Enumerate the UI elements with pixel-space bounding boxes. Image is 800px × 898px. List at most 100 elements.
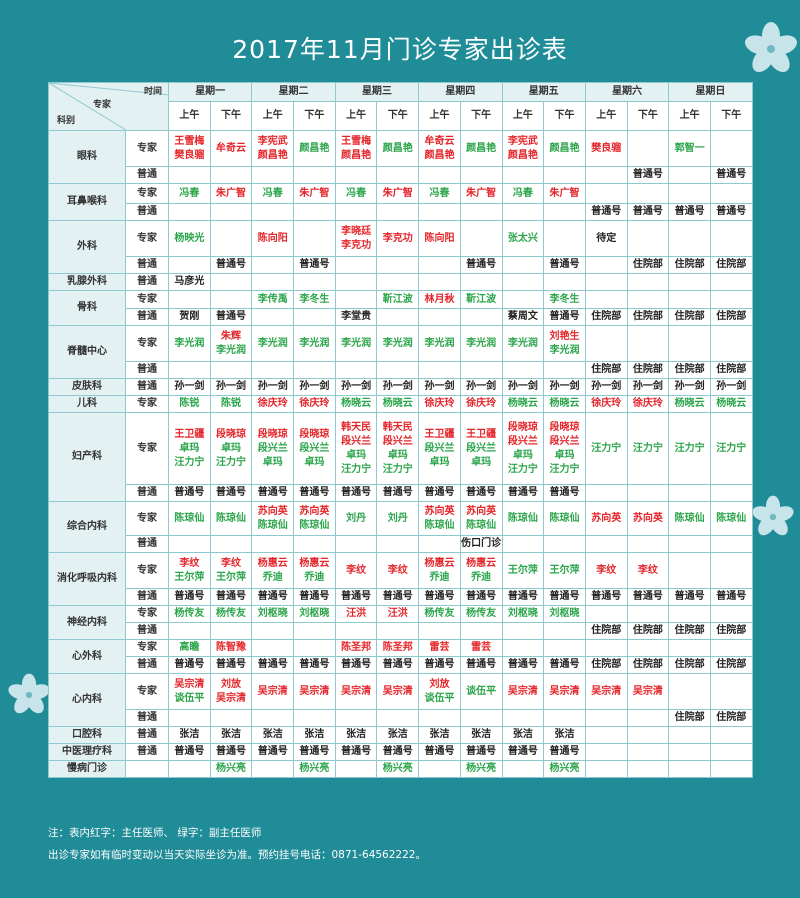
doctor-name: 孙一剑 — [174, 381, 205, 392]
schedule-cell: 普通号 — [293, 256, 336, 274]
doctor-name: 普通号 — [424, 746, 455, 757]
doctor-name: 汪力宁 — [507, 463, 538, 475]
schedule-cell: 普通号 — [709, 203, 753, 221]
schedule-cell: 杨晓云 — [543, 395, 586, 413]
doctor-name: 普通号 — [216, 259, 247, 270]
doctor-name: 汪力宁 — [674, 442, 705, 454]
doctor-name: 颜昌艳 — [299, 142, 330, 154]
schedule-cell — [293, 639, 336, 657]
doctor-name: 普通号 — [591, 206, 622, 217]
schedule-cell — [168, 760, 211, 778]
schedule-cell — [626, 183, 670, 204]
schedule-cell: 李晓廷 李克功 — [334, 220, 378, 257]
schedule-cell — [334, 709, 378, 727]
doctor-name: 普通号 — [341, 659, 372, 670]
doctor-name: 吴宗清 — [341, 685, 372, 697]
doctor-name: 颜昌艳 — [257, 149, 288, 161]
doctor-name: 张洁 — [387, 729, 408, 740]
doctor-name: 段兴兰 — [257, 442, 288, 454]
schedule-cell: 李冬生 — [293, 290, 336, 309]
doctor-name: 汪力宁 — [632, 442, 663, 454]
schedule-cell — [209, 361, 253, 379]
department-cell: 中医理疗科 — [48, 743, 126, 761]
doctor-name: 卓玛 — [179, 442, 200, 454]
schedule-cell: 孙一剑 — [626, 378, 670, 396]
doctor-name: 徐庆玲 — [591, 398, 622, 409]
doctor-name: 吴宗清 — [216, 692, 247, 704]
doctor-name: 朱广智 — [549, 187, 580, 199]
schedule-cell: 汪洪 — [376, 605, 420, 623]
schedule-body: 眼科 专家 王雪梅 樊良骝 牟奇云 李宪武 颜昌艳 颜昌艳 王雪梅 颜昌艳 颜昌艳 牟奇云 颜昌艳 颜昌艳… — [48, 130, 753, 778]
doctor-name: 杨晓云 — [507, 398, 538, 409]
table-row: 普通 贺刚 普通号 李堂贵 蔡周文 普通号 住院部 住院部 住院部 住院部 — [49, 308, 753, 326]
schedule-cell — [418, 273, 461, 291]
schedule-cell: 普通号 — [334, 743, 378, 761]
schedule-cell: 孙一剑 — [251, 378, 295, 396]
doctor-name: 孙一剑 — [424, 381, 455, 392]
corner-cell: 时间 专家 科别 — [48, 82, 169, 131]
schedule-cell — [501, 273, 545, 291]
schedule-cell — [626, 535, 670, 553]
doctor-name: 住院部 — [716, 659, 747, 670]
doctor-name: 陈琼仙 — [549, 512, 580, 524]
doctor-name: 苏向英 — [591, 512, 622, 524]
schedule-cell — [501, 256, 545, 274]
schedule-cell — [293, 308, 336, 326]
schedule-cell: 朱广智 — [376, 183, 420, 204]
schedule-cell: 冯春 — [418, 183, 461, 204]
schedule-cell — [501, 203, 545, 221]
doctor-name: 住院部 — [674, 364, 705, 375]
doctor-name: 普通号 — [299, 259, 330, 270]
doctor-name: 汪力宁 — [174, 456, 205, 468]
doctor-name: 汪力宁 — [549, 463, 580, 475]
schedule-cell: 李光润 — [376, 325, 420, 362]
doctor-name: 牟奇云 — [424, 135, 455, 147]
doctor-name: 普通号 — [466, 659, 497, 670]
clinic-type-cell: 普通 — [125, 273, 169, 291]
schedule-cell: 杨兴亮 — [543, 760, 586, 778]
doctor-name: 杨晓云 — [341, 398, 372, 409]
schedule-cell: 王尔萍 — [543, 552, 586, 589]
doctor-name: 普通号 — [507, 591, 538, 602]
doctor-name: 朱广智 — [216, 187, 247, 199]
schedule-cell — [459, 709, 503, 727]
schedule-cell — [334, 166, 378, 184]
schedule-cell — [501, 760, 545, 778]
schedule-cell — [668, 726, 711, 744]
schedule-cell — [543, 535, 586, 553]
doctor-name: 李光润 — [507, 337, 538, 349]
schedule-cell: 靳江波 — [376, 290, 420, 309]
doctor-name: 普通号 — [424, 659, 455, 670]
doctor-name: 段晓琼 — [299, 428, 330, 440]
schedule-cell: 刘枢晓 — [543, 605, 586, 623]
doctor-name: 普通号 — [341, 487, 372, 498]
schedule-cell: 普通号 — [584, 588, 628, 606]
doctor-name: 杨晓云 — [674, 398, 705, 409]
doctor-name: 陈琼仙 — [507, 512, 538, 524]
department-cell: 心内科 — [48, 673, 126, 727]
schedule-cell: 陈琼仙 — [668, 501, 711, 536]
schedule-cell — [418, 622, 461, 640]
doctor-name: 陈琼仙 — [466, 519, 497, 531]
schedule-cell — [584, 325, 628, 362]
doctor-name: 贺刚 — [179, 311, 200, 322]
schedule-cell: 普通号 — [209, 484, 253, 502]
schedule-cell: 李纹 — [626, 552, 670, 589]
schedule-cell — [543, 166, 586, 184]
schedule-cell — [626, 325, 670, 362]
schedule-cell — [626, 726, 670, 744]
schedule-cell: 刘丹 — [376, 501, 420, 536]
doctor-name: 王尔萍 — [507, 564, 538, 576]
doctor-name: 张洁 — [429, 729, 450, 740]
schedule-cell: 李纹 — [376, 552, 420, 589]
schedule-cell — [251, 535, 295, 553]
clinic-type-cell: 普通 — [125, 308, 169, 326]
table-row: 普通 普通号 普通号 普通号 普通号 普通号 普通号 普通号 普通号 普通号 普通号 普通号 普通号 普通… — [49, 588, 753, 606]
schedule-cell: 汪力宁 — [668, 412, 711, 485]
schedule-cell: 李纹 王尔萍 — [168, 552, 211, 589]
schedule-cell: 张洁 — [501, 726, 545, 744]
doctor-name: 刘枢晓 — [549, 608, 580, 619]
doctor-name: 普通号 — [216, 311, 247, 322]
schedule-cell: 杨晓云 — [334, 395, 378, 413]
doctor-name: 朱广智 — [299, 187, 330, 199]
